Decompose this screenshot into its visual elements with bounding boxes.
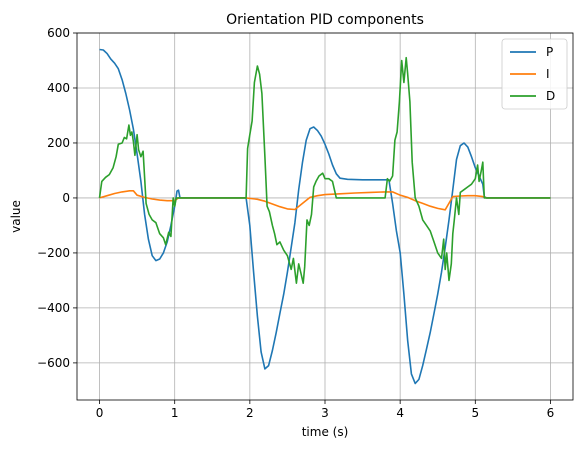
- x-tick-label: 3: [321, 406, 329, 420]
- ticks: 0 1 2 3 4 5 6 −600 −400 −200 0 200 400 600: [37, 26, 554, 420]
- legend-label-i: I: [546, 67, 550, 81]
- legend-label-p: P: [546, 45, 553, 59]
- x-tick-label: 5: [471, 406, 479, 420]
- y-tick-label: −200: [37, 246, 70, 260]
- series-line-d: [98, 56, 551, 284]
- chart-title: Orientation PID components: [226, 12, 424, 28]
- y-tick-label: 0: [62, 191, 70, 205]
- y-tick-label: 200: [47, 136, 70, 150]
- x-axis-label: time (s): [302, 425, 349, 439]
- legend-label-d: D: [546, 89, 555, 103]
- x-tick-label: 6: [547, 406, 555, 420]
- y-tick-label: −600: [37, 356, 70, 370]
- y-axis-label: value: [9, 200, 23, 233]
- y-tick-label: 400: [47, 81, 70, 95]
- y-tick-label: −400: [37, 301, 70, 315]
- y-tick-label: 600: [47, 26, 70, 40]
- series-layer: [98, 48, 551, 385]
- x-tick-label: 2: [246, 406, 254, 420]
- x-tick-label: 0: [96, 406, 104, 420]
- x-tick-label: 4: [396, 406, 404, 420]
- x-tick-label: 1: [171, 406, 179, 420]
- legend: PID: [501, 38, 568, 110]
